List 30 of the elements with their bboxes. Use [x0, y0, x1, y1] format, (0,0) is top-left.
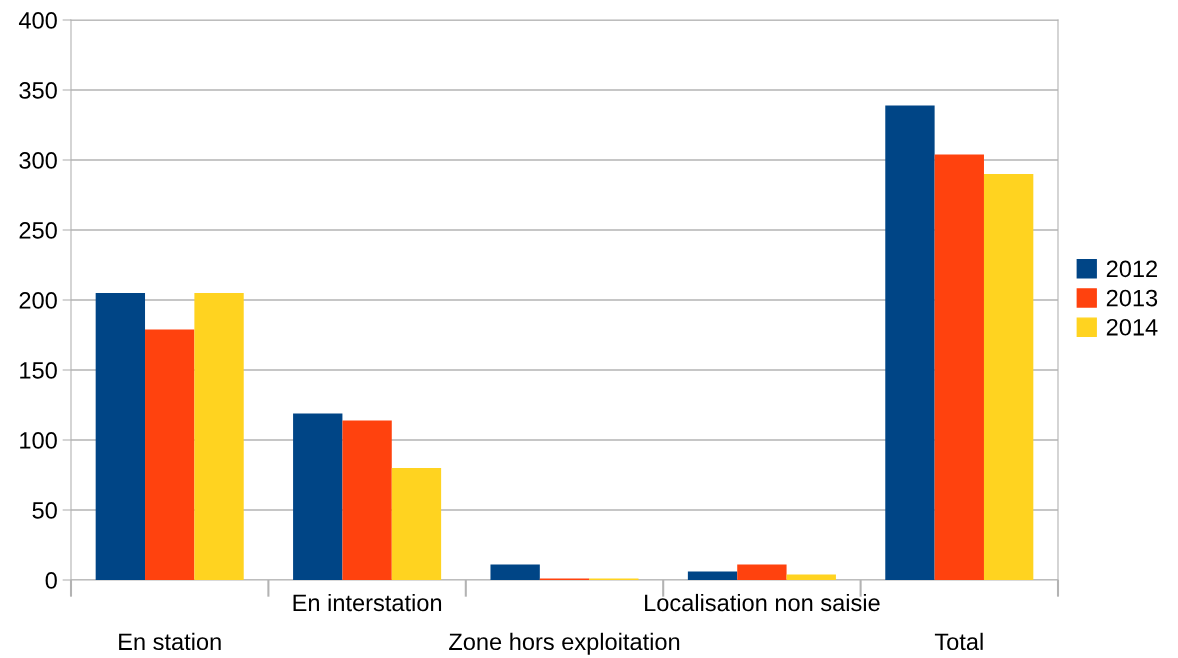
legend-label: 2014	[1106, 318, 1158, 336]
bar	[95, 293, 146, 580]
bar	[885, 105, 935, 580]
bar	[786, 574, 836, 580]
y-tick-label: 250	[19, 222, 57, 239]
bar	[342, 420, 392, 580]
bar	[934, 154, 984, 580]
bar	[737, 564, 787, 580]
bar	[983, 174, 1034, 580]
y-tick-label: 150	[20, 362, 57, 379]
y-tick-label: 50	[32, 502, 57, 519]
bar	[293, 413, 343, 580]
y-tick-label: 100	[20, 432, 57, 449]
x-tick-label: En interstation	[293, 593, 442, 612]
y-tick-label: 200	[19, 292, 57, 309]
y-tick-label: 400	[18, 12, 57, 29]
legend-label: 2012	[1106, 260, 1157, 278]
legend-label: 2013	[1106, 289, 1158, 307]
bar	[194, 293, 244, 580]
x-tick-label: En station	[119, 632, 221, 651]
x-tick-label: Localisation non saisie	[645, 593, 880, 612]
y-tick-label: 0	[45, 572, 57, 589]
bar	[490, 564, 540, 580]
y-tick-label: 300	[19, 152, 57, 169]
bar	[391, 468, 442, 580]
bar	[145, 329, 195, 580]
bar	[687, 571, 738, 580]
x-tick-label: Zone hors exploitation	[449, 632, 680, 655]
y-tick-label: 350	[19, 82, 57, 99]
x-tick-label: Total	[934, 632, 983, 651]
